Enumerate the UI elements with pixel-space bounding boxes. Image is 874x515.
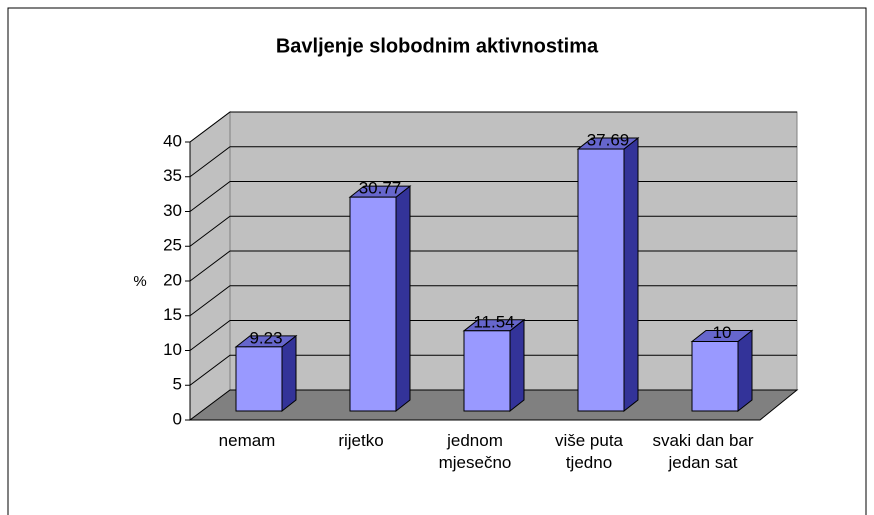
bar [577, 148, 625, 412]
y-tick-label: 0 [173, 409, 182, 428]
value-label: 9.23 [249, 328, 282, 347]
x-tick-label: više puta tjedno [554, 431, 624, 472]
y-tick-label: 30 [163, 201, 182, 220]
bar-side [281, 334, 297, 413]
bar-side [623, 137, 639, 413]
y-tick-label: 35 [163, 166, 182, 185]
y-axis-label: % [133, 273, 146, 290]
value-label: 10 [713, 323, 732, 342]
y-tick-label: 20 [163, 270, 182, 289]
bar [349, 196, 397, 412]
value-label: 11.54 [473, 312, 514, 331]
grid-line [189, 111, 797, 143]
x-tick-label: nemam [218, 431, 276, 450]
x-tick-label: rijetko [338, 431, 384, 450]
x-tick-label: jednom mjesečno [438, 431, 512, 472]
bar-side [737, 329, 753, 413]
bar [691, 341, 739, 412]
value-label: 37.69 [587, 131, 630, 150]
value-label: 30.77 [359, 179, 402, 198]
x-tick-label: svaki dan bar jedan sat [652, 431, 754, 472]
y-tick-label: 5 [173, 375, 182, 394]
bar [463, 330, 511, 412]
chart-title: Bavljenje slobodnim aktivnostima [276, 35, 599, 57]
y-tick-label: 25 [163, 236, 182, 255]
y-tick-label: 10 [163, 340, 182, 359]
bar-side [509, 318, 525, 413]
y-tick-label: 40 [163, 131, 182, 150]
bar [235, 346, 283, 412]
bar-side [395, 185, 411, 413]
y-tick-label: 15 [163, 305, 182, 324]
